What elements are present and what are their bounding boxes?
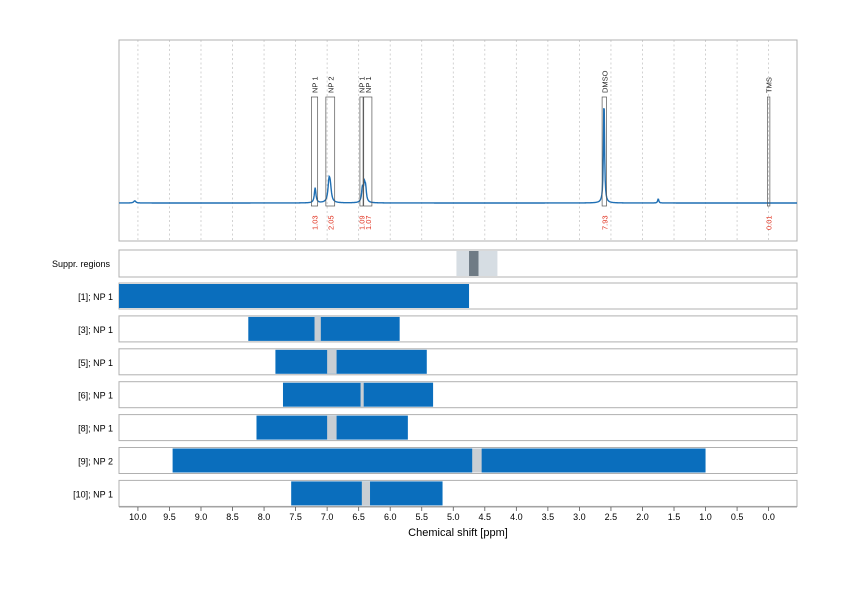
range-gap — [314, 316, 321, 341]
signal-box-0: NP 1 1.03 — [311, 76, 320, 230]
x-tick-label: 4.5 — [479, 512, 492, 522]
x-tick-label: 0.0 — [762, 512, 775, 522]
signal-label: NP 1 — [364, 76, 373, 93]
range-row-label: [1]; NP 1 — [78, 292, 113, 302]
spectrum-panel — [118, 39, 798, 242]
x-tick-label: 2.0 — [636, 512, 649, 522]
range-row: [5]; NP 1 — [78, 348, 798, 376]
x-tick-label: 6.5 — [352, 512, 365, 522]
x-tick-label: 9.0 — [195, 512, 208, 522]
range-row: [6]; NP 1 — [78, 381, 798, 409]
suppression-region-inner — [469, 251, 479, 276]
x-tick-label: 9.5 — [163, 512, 176, 522]
suppression-row-label: Suppr. regions — [52, 259, 111, 269]
integral-label: 0.01 — [765, 215, 774, 230]
x-tick-label: 3.5 — [542, 512, 555, 522]
x-tick-label: 3.0 — [573, 512, 586, 522]
integral-label: 7.93 — [600, 215, 609, 230]
signal-box-5: TMS 0.01 — [765, 77, 774, 230]
range-row: [8]; NP 1 — [78, 414, 798, 442]
integral-label: 2.05 — [326, 215, 335, 230]
signal-box-outline — [363, 96, 373, 207]
range-row: [9]; NP 2 — [78, 447, 798, 474]
range-gap — [472, 448, 482, 473]
range-row-label: [3]; NP 1 — [78, 325, 113, 335]
range-bar — [172, 448, 706, 473]
range-row-label: [8]; NP 1 — [78, 424, 113, 434]
signal-label: NP 2 — [326, 76, 335, 93]
range-gap — [327, 349, 337, 374]
range-row-label: [9]; NP 2 — [78, 457, 113, 467]
signal-box-outline — [311, 96, 319, 207]
x-tick-label: 5.0 — [447, 512, 460, 522]
x-tick-label: 1.0 — [699, 512, 712, 522]
signal-box-4: DMSO 7.93 — [600, 70, 609, 230]
x-tick-label: 2.5 — [605, 512, 618, 522]
range-gap — [327, 415, 337, 440]
integral-label: 1.07 — [364, 215, 373, 230]
signal-box-outline — [359, 96, 364, 207]
range-bar — [282, 382, 434, 407]
signal-box-3: NP 1 1.07 — [363, 76, 373, 230]
x-tick-label: 0.5 — [731, 512, 744, 522]
range-row: [1]; NP 1 — [78, 282, 798, 310]
x-tick-label: 7.0 — [321, 512, 334, 522]
spectrum-line — [119, 108, 797, 204]
range-row-frame — [118, 381, 798, 409]
range-gap — [361, 481, 371, 506]
signal-boxes: NP 1 1.03 NP 2 2.05 NP 1 1.09 NP 1 1.07 DMSO 7.93… — [311, 70, 774, 230]
range-row: [3]; NP 1 — [78, 315, 798, 343]
x-tick-label: 10.0 — [129, 512, 147, 522]
x-axis-label: Chemical shift [ppm] — [408, 527, 508, 539]
x-tick-label: 6.0 — [384, 512, 397, 522]
signal-label: NP 1 — [358, 76, 367, 93]
range-bar — [119, 284, 470, 308]
signal-box-outline — [601, 96, 607, 207]
range-row-label: [5]; NP 1 — [78, 358, 113, 368]
signal-box-outline — [325, 96, 336, 207]
x-tick-label: 5.5 — [415, 512, 428, 522]
range-row-frame — [118, 479, 798, 507]
range-bar — [275, 349, 427, 374]
range-rows: [1]; NP 1 [3]; NP 1 [5]; NP 1 [6]; NP 1 [8];… — [73, 282, 798, 507]
grid-lines — [137, 40, 770, 241]
range-row-frame — [118, 414, 798, 442]
signal-box-outline — [767, 96, 771, 207]
range-gap — [360, 382, 364, 407]
spectrum-layer — [119, 108, 797, 204]
signal-label: NP 1 — [311, 76, 320, 93]
signal-label: TMS — [765, 77, 774, 93]
x-axis: 10.0 9.5 9.0 8.5 8.0 7.5 7.0 6.5 6.0 5.5 5.0 4.5 4.0… — [119, 506, 797, 522]
range-row-frame — [118, 315, 798, 343]
x-tick-label: 7.5 — [289, 512, 302, 522]
suppression-row: Suppr. regions — [52, 249, 798, 278]
x-tick-label: 1.5 — [668, 512, 681, 522]
signal-label: DMSO — [600, 70, 609, 93]
signal-box-2: NP 1 1.09 — [358, 76, 367, 230]
integral-label: 1.03 — [311, 215, 320, 230]
range-row: [10]; NP 1 — [73, 479, 798, 507]
range-row-frame — [118, 348, 798, 376]
x-tick-label: 8.0 — [258, 512, 271, 522]
x-tick-label: 8.5 — [226, 512, 239, 522]
range-row-label: [10]; NP 1 — [73, 489, 113, 499]
range-bar — [248, 316, 400, 341]
x-tick-label: 4.0 — [510, 512, 523, 522]
signal-box-1: NP 2 2.05 — [325, 76, 336, 230]
range-row-label: [6]; NP 1 — [78, 391, 113, 401]
integral-label: 1.09 — [358, 215, 367, 230]
